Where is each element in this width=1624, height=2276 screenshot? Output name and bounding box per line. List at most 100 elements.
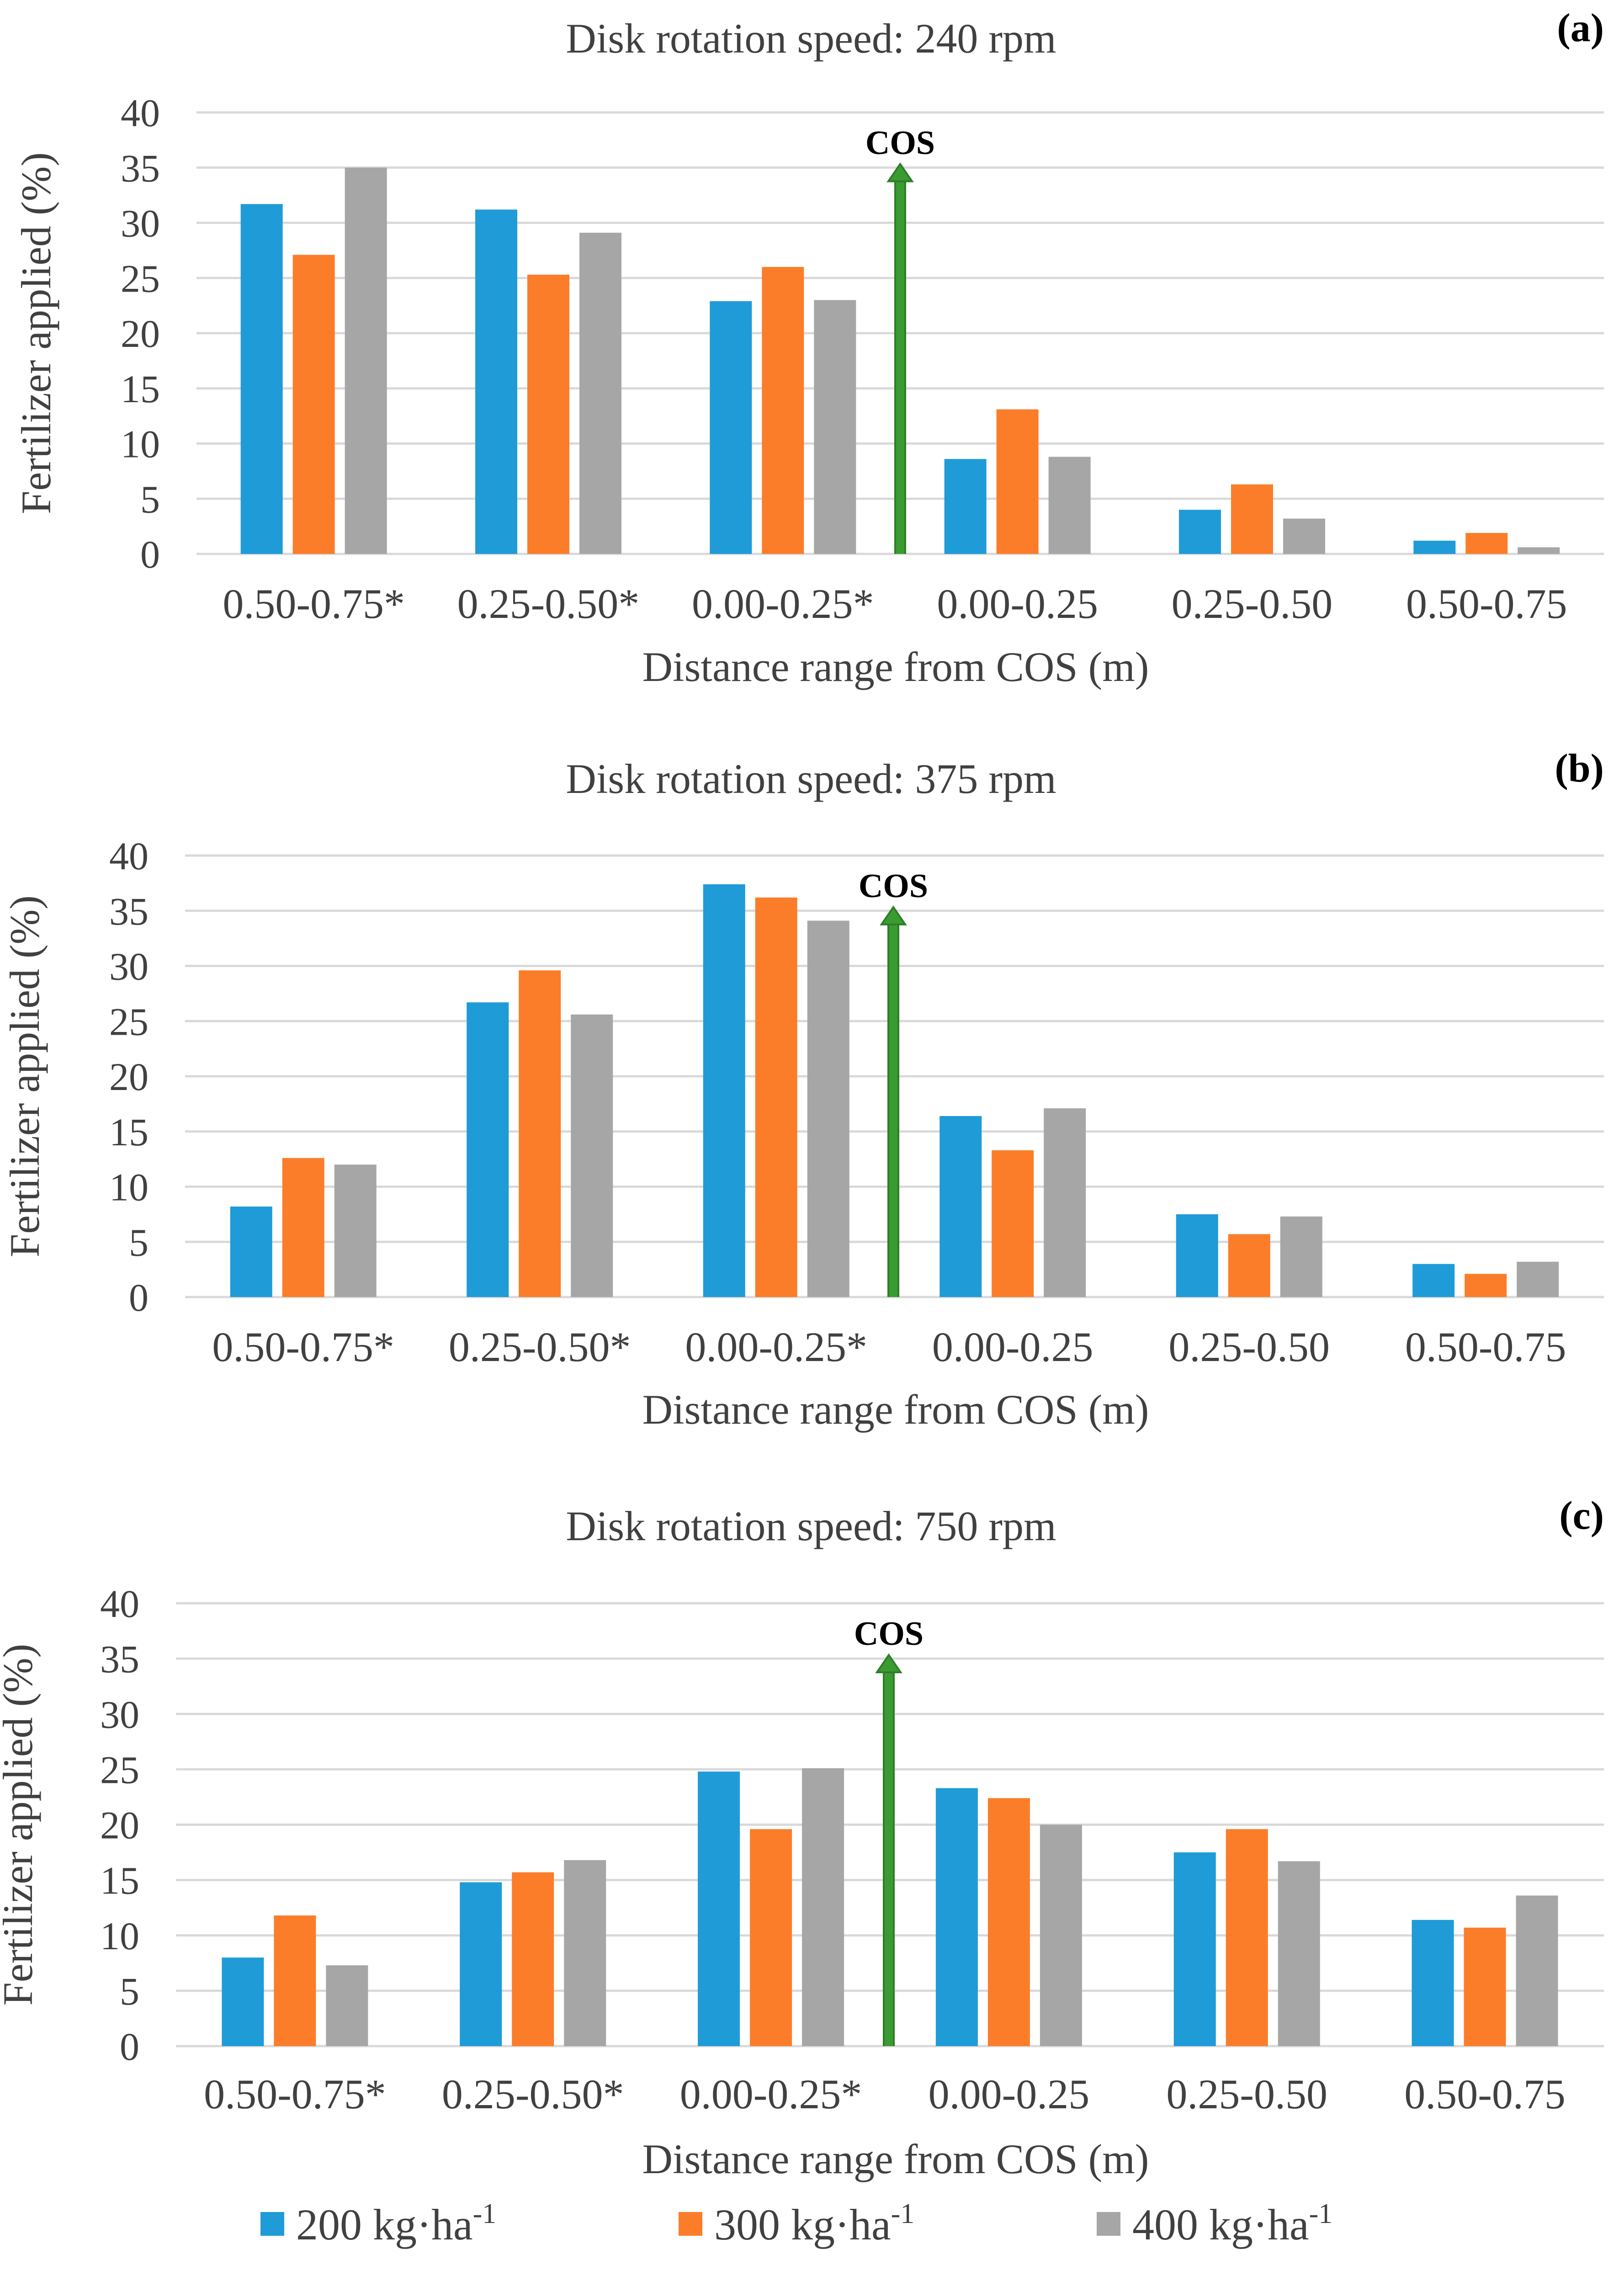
bar-200-4: [1173, 1852, 1216, 2046]
cos-label: COS: [854, 1615, 923, 1653]
y-tick-label: 0: [140, 532, 160, 576]
legend-label-base: 300 kg·ha: [714, 2200, 891, 2249]
bar-200-0: [230, 1206, 272, 1297]
y-tick-label: 15: [121, 367, 160, 411]
y-tick-label: 30: [100, 1692, 139, 1736]
x-axis-title: Distance range from COS (m): [642, 1386, 1149, 1433]
bar-300-0: [282, 1158, 324, 1297]
legend-item-300: 300 kg·ha-1: [679, 2198, 914, 2249]
panel-label: (b): [1555, 746, 1604, 791]
y-tick-label: 35: [121, 146, 160, 190]
x-tick-label: 0.50-0.75: [1405, 1324, 1566, 1370]
x-tick-label: 0.50-0.75: [1404, 2071, 1566, 2117]
y-tick-label: 15: [109, 1110, 149, 1154]
x-tick-label: 0.50-0.75*: [212, 1324, 394, 1370]
bar-400-3: [1048, 457, 1091, 554]
bar-400-5: [1517, 1261, 1559, 1297]
bar-300-4: [1231, 484, 1273, 554]
bar-400-4: [1278, 1861, 1320, 2046]
legend-label-superscript: -1: [1309, 2198, 1333, 2229]
bar-400-0: [334, 1165, 377, 1297]
y-axis-title: Fertilizer applied (%): [0, 1644, 41, 2006]
x-tick-label: 0.00-0.25: [932, 1324, 1093, 1370]
y-tick-label: 30: [121, 202, 160, 245]
bar-200-2: [698, 1771, 740, 2046]
x-axis-title: Distance range from COS (m): [642, 643, 1149, 690]
y-tick-label: 10: [121, 422, 160, 466]
legend-label-base: 200 kg·ha: [296, 2200, 473, 2249]
x-tick-label: 0.00-0.25*: [680, 2071, 862, 2117]
cos-label: COS: [859, 867, 928, 905]
bar-200-3: [944, 459, 987, 554]
chart-panel-b: 0 5 10 15 20 25 30 35 40 Disk rotation speed: 375…: [1, 746, 1604, 1433]
chart-title: Disk rotation speed: 750 rpm: [566, 1503, 1056, 1549]
legend-label-superscript: -1: [473, 2198, 497, 2229]
y-tick-label: 30: [109, 945, 149, 989]
bar-400-1: [564, 1860, 606, 2046]
legend-swatch: [260, 2212, 284, 2236]
bar-400-5: [1516, 1895, 1558, 2046]
cos-arrow-head: [875, 1653, 902, 1674]
chart-title: Disk rotation speed: 375 rpm: [566, 755, 1056, 802]
x-tick-label: 0.25-0.50: [1166, 2071, 1327, 2117]
bar-400-0: [345, 167, 387, 554]
bar-200-0: [222, 1957, 264, 2046]
bar-400-2: [802, 1768, 844, 2046]
bar-200-2: [710, 301, 752, 554]
chart-title: Disk rotation speed: 240 rpm: [566, 15, 1056, 62]
bar-200-2: [703, 884, 745, 1297]
bar-200-3: [935, 1788, 978, 2046]
bar-400-1: [579, 233, 621, 554]
y-tick-label: 0: [120, 2025, 139, 2069]
legend: 200 kg·ha-1 300 kg·ha-1 400 kg·ha-1: [260, 2198, 1332, 2249]
y-tick-label: 40: [100, 1582, 139, 1626]
y-tick-label: 5: [129, 1220, 149, 1264]
bar-300-1: [519, 970, 561, 1297]
y-tick-label: 0: [129, 1276, 149, 1319]
panel-label: (c): [1559, 1494, 1604, 1538]
legend-label: 400 kg·ha-1: [1132, 2198, 1332, 2249]
bar-300-5: [1465, 533, 1508, 554]
bar-200-5: [1413, 541, 1456, 554]
x-tick-label: 0.25-0.50: [1172, 580, 1333, 627]
x-tick-label: 0.25-0.50*: [442, 2071, 624, 2117]
legend-label: 300 kg·ha-1: [714, 2198, 914, 2249]
bar-300-4: [1228, 1234, 1270, 1297]
bar-200-3: [939, 1116, 982, 1297]
bar-400-5: [1518, 547, 1560, 554]
y-tick-label: 40: [121, 91, 160, 135]
bar-300-0: [274, 1915, 316, 2046]
x-tick-label: 0.00-0.25*: [685, 1324, 867, 1370]
x-tick-label: 0.25-0.50: [1168, 1324, 1330, 1370]
bar-400-2: [814, 300, 856, 554]
y-tick-label: 15: [100, 1859, 139, 1903]
chart-panel-a: 0 5 10 15 20 25 30 35 40 Disk rotation speed: 240…: [13, 6, 1604, 690]
x-tick-label: 0.50-0.75*: [223, 580, 405, 627]
bar-300-3: [987, 1798, 1030, 2046]
bar-300-2: [750, 1829, 792, 2046]
y-tick-label: 25: [121, 256, 160, 300]
legend-label: 200 kg·ha-1: [296, 2198, 496, 2249]
y-tick-label: 5: [140, 477, 160, 521]
y-axis-title: Fertilizer applied (%): [1, 895, 48, 1257]
x-tick-label: 0.25-0.50*: [457, 580, 640, 627]
bar-400-2: [807, 920, 849, 1297]
bar-300-3: [996, 409, 1039, 554]
cos-arrow-head: [880, 905, 907, 925]
bar-200-5: [1412, 1264, 1455, 1297]
cos-label: COS: [865, 124, 935, 162]
legend-label-superscript: -1: [891, 2198, 915, 2229]
y-tick-label: 20: [121, 312, 160, 356]
bar-300-2: [755, 897, 797, 1297]
y-tick-label: 25: [100, 1748, 139, 1792]
x-axis-title: Distance range from COS (m): [642, 2136, 1149, 2182]
legend-label-base: 400 kg·ha: [1132, 2200, 1309, 2249]
bar-200-1: [467, 1002, 509, 1297]
bar-400-3: [1040, 1824, 1082, 2046]
bar-400-4: [1280, 1216, 1322, 1297]
legend-item-400: 400 kg·ha-1: [1097, 2198, 1332, 2249]
legend-swatch: [679, 2212, 702, 2236]
y-tick-label: 25: [109, 1000, 149, 1043]
bar-200-4: [1176, 1214, 1218, 1297]
y-tick-label: 10: [100, 1914, 139, 1958]
